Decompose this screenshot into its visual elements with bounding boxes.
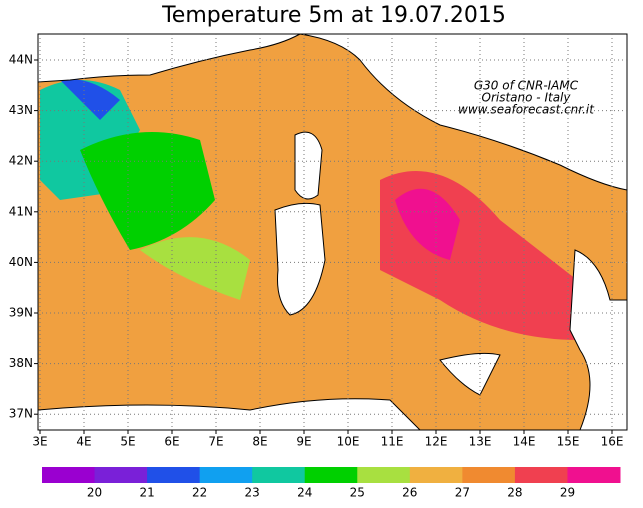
colorbar-swatch [199, 467, 253, 483]
map-frame [37, 33, 628, 431]
lon-label: 6E [164, 435, 179, 449]
lon-label: 10E [337, 435, 360, 449]
lat-label: 43N [9, 103, 33, 117]
lat-label: 44N [9, 53, 33, 67]
colorbar-label: 26 [402, 486, 417, 500]
lon-label: 13E [469, 435, 492, 449]
land-france [37, 33, 301, 83]
lon-label: 5E [120, 435, 135, 449]
lon-label: 7E [208, 435, 223, 449]
sea-magenta [395, 188, 460, 260]
lat-label: 40N [9, 255, 33, 269]
credit-line: www.seaforecast.cnr.it [458, 103, 595, 117]
colorbar-label: 21 [139, 486, 154, 500]
lat-label: 42N [9, 154, 33, 168]
lon-label: 14E [513, 435, 536, 449]
colorbar-swatch [409, 467, 463, 483]
sea-blue [60, 79, 120, 120]
lat-label: 39N [9, 306, 33, 320]
land-africa [37, 398, 422, 431]
land-sardinia [274, 202, 326, 316]
lat-label: 37N [9, 407, 33, 421]
land-corsica [294, 131, 323, 200]
lat-label: 38N [9, 356, 33, 370]
colorbar-label: 27 [455, 486, 470, 500]
lon-label: 15E [557, 435, 580, 449]
lon-label: 11E [381, 435, 404, 449]
colorbar-swatch [252, 467, 306, 483]
credit-line: G30 of CNR-IAMC [474, 79, 579, 93]
lon-label: 8E [252, 435, 267, 449]
colorbar-label: 22 [192, 486, 207, 500]
map [37, 33, 628, 431]
colorbar-swatch [147, 467, 201, 483]
colorbar-swatch [42, 467, 96, 483]
colorbar-swatch [462, 467, 516, 483]
colorbar-label: 23 [245, 486, 260, 500]
colorbar-swatch [357, 467, 411, 483]
lon-label: 3E [32, 435, 47, 449]
colorbar-label: 28 [507, 486, 522, 500]
colorbar-swatch [304, 467, 358, 483]
lat-label: 41N [9, 204, 33, 218]
lon-label: 12E [425, 435, 448, 449]
sea-yellow [140, 237, 250, 300]
lon-label: 16E [601, 435, 624, 449]
colorbar-label: 20 [87, 486, 102, 500]
title: Temperature 5m at 19.07.2015 [161, 3, 506, 28]
colorbar-label: 25 [350, 486, 365, 500]
colorbar-swatch [94, 467, 148, 483]
land-italy [299, 33, 628, 191]
lon-label: 9E [296, 435, 311, 449]
colorbar-swatch [567, 467, 621, 483]
sea-green [80, 132, 215, 250]
colorbar-label: 29 [560, 486, 575, 500]
lon-label: 4E [76, 435, 91, 449]
credit-line: Oristano - Italy [482, 91, 572, 105]
colorbar-swatch [514, 467, 568, 483]
colorbar-label: 24 [297, 486, 312, 500]
